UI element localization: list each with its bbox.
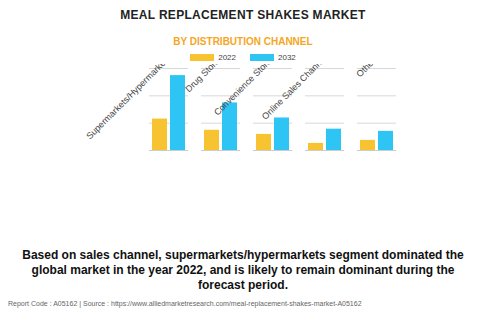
html-text:2032: 2032 <box>278 52 296 62</box>
svg-text:Drug Stores: Drug Stores <box>183 64 224 94</box>
svg-text:Others: Others <box>354 64 381 79</box>
html-text:BY DISTRIBUTION CHANNEL: BY DISTRIBUTION CHANNEL <box>173 36 313 47</box>
html-text:2022: 2022 <box>218 52 236 62</box>
html-text:MEAL REPLACEMENT SHAKES MARKET: MEAL REPLACEMENT SHAKES MARKET <box>120 8 366 22</box>
svg-text:Supermarkets/Hypermarkets: Supermarkets/Hypermarkets <box>84 64 172 141</box>
html-text:Report Code : A05162 | Source: Report Code : A05162 | Source : https://… <box>8 300 362 307</box>
svg-text:Online Sales Channel: Online Sales Channel <box>260 64 329 122</box>
html-text:Based on sales channel, superm: Based on sales channel, supermarkets/hyp… <box>22 248 464 292</box>
